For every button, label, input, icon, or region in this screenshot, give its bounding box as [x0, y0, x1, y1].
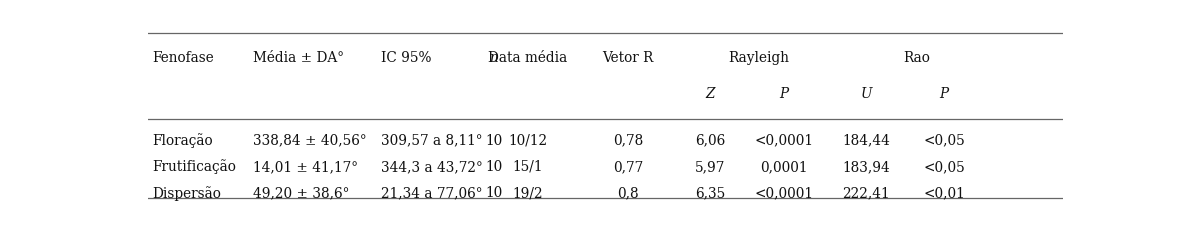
Text: 15/1: 15/1 [513, 159, 543, 173]
Text: Média ± DA°: Média ± DA° [253, 51, 344, 65]
Text: <0,0001: <0,0001 [755, 185, 814, 199]
Text: <0,01: <0,01 [924, 185, 965, 199]
Text: <0,0001: <0,0001 [755, 133, 814, 147]
Text: P: P [939, 87, 948, 101]
Text: 6,06: 6,06 [696, 133, 725, 147]
Text: U: U [861, 87, 872, 101]
Text: <0,05: <0,05 [924, 133, 965, 147]
Text: 10: 10 [485, 159, 502, 173]
Text: Data média: Data média [488, 51, 567, 65]
Text: P: P [779, 87, 788, 101]
Text: 5,97: 5,97 [696, 159, 725, 173]
Text: 14,01 ± 41,17°: 14,01 ± 41,17° [253, 159, 358, 173]
Text: 222,41: 222,41 [842, 185, 890, 199]
Text: Rayleigh: Rayleigh [729, 51, 790, 65]
Text: 309,57 a 8,11°: 309,57 a 8,11° [381, 133, 483, 147]
Text: 0,0001: 0,0001 [761, 159, 808, 173]
Text: 183,94: 183,94 [842, 159, 890, 173]
Text: 338,84 ± 40,56°: 338,84 ± 40,56° [253, 133, 366, 147]
Text: Rao: Rao [903, 51, 929, 65]
Text: 344,3 a 43,72°: 344,3 a 43,72° [381, 159, 483, 173]
Text: Fenofase: Fenofase [152, 51, 214, 65]
Text: 184,44: 184,44 [842, 133, 890, 147]
Text: 10: 10 [485, 185, 502, 199]
Text: <0,05: <0,05 [924, 159, 965, 173]
Text: 19/2: 19/2 [513, 185, 543, 199]
Text: Z: Z [706, 87, 716, 101]
Text: 6,35: 6,35 [696, 185, 725, 199]
Text: n: n [489, 51, 498, 65]
Text: Dispersão: Dispersão [152, 185, 221, 200]
Text: IC 95%: IC 95% [381, 51, 431, 65]
Text: Vetor R: Vetor R [602, 51, 654, 65]
Text: Frutificação: Frutificação [152, 159, 236, 174]
Text: 49,20 ± 38,6°: 49,20 ± 38,6° [253, 185, 350, 199]
Text: 10/12: 10/12 [508, 133, 547, 147]
Text: 0,77: 0,77 [613, 159, 644, 173]
Text: Floração: Floração [152, 133, 213, 147]
Text: 21,34 a 77,06°: 21,34 a 77,06° [381, 185, 483, 199]
Text: 10: 10 [485, 133, 502, 147]
Text: 0,78: 0,78 [613, 133, 644, 147]
Text: 0,8: 0,8 [618, 185, 639, 199]
